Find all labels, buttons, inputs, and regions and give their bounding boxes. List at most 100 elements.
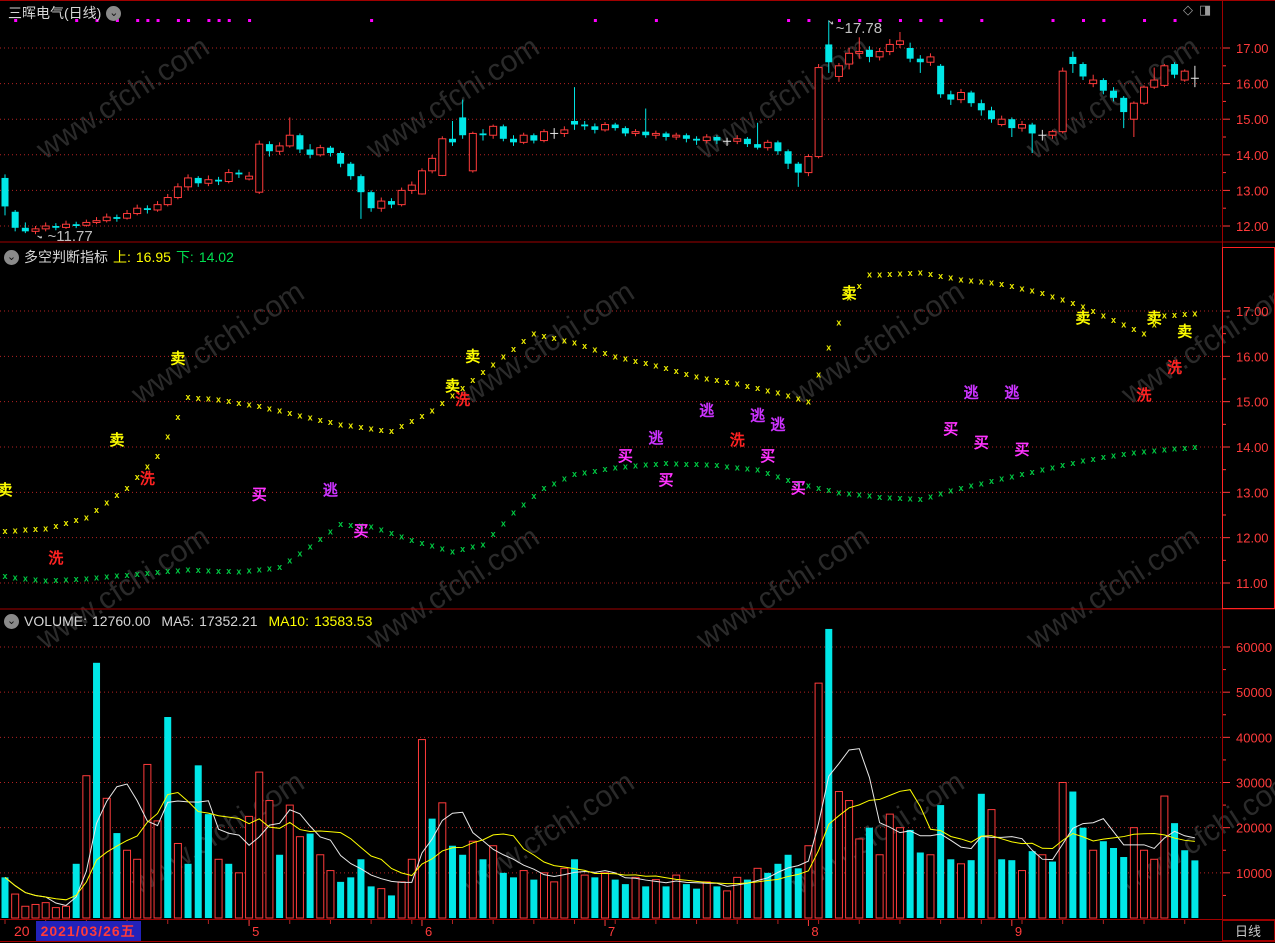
svg-text:x: x bbox=[23, 573, 28, 583]
marker-buy: 买 bbox=[760, 448, 775, 465]
selected-date-badge[interactable]: 2021/03/26五 bbox=[35, 920, 141, 941]
svg-text:x: x bbox=[2, 571, 7, 581]
svg-text:x: x bbox=[908, 494, 913, 504]
svg-text:x: x bbox=[267, 563, 272, 573]
axis-label: 30000 bbox=[1236, 776, 1272, 791]
svg-text:x: x bbox=[186, 564, 191, 574]
svg-text:x: x bbox=[542, 483, 547, 493]
svg-text:x: x bbox=[552, 478, 557, 488]
marker-wash: 洗 bbox=[730, 431, 745, 449]
svg-text:x: x bbox=[897, 493, 902, 503]
svg-text:x: x bbox=[399, 532, 404, 542]
svg-text:x: x bbox=[379, 525, 384, 535]
svg-text:x: x bbox=[389, 426, 394, 436]
svg-text:x: x bbox=[308, 413, 313, 423]
marker-flee: 逃 bbox=[648, 429, 663, 447]
svg-text:x: x bbox=[501, 351, 506, 361]
svg-text:x: x bbox=[684, 459, 689, 469]
svg-text:x: x bbox=[470, 375, 475, 385]
svg-text:x: x bbox=[613, 462, 618, 472]
svg-text:x: x bbox=[735, 462, 740, 472]
marker-sell: 卖 bbox=[170, 351, 185, 368]
svg-text:x: x bbox=[175, 565, 180, 575]
svg-text:x: x bbox=[806, 481, 811, 491]
axis-label: 50000 bbox=[1236, 685, 1272, 700]
svg-text:x: x bbox=[1182, 309, 1187, 319]
period-selector[interactable]: 日线 bbox=[1234, 924, 1261, 939]
diamond-icon[interactable]: ◇ bbox=[1183, 2, 1193, 17]
svg-text:x: x bbox=[196, 393, 201, 403]
split-view-icon[interactable]: ◨ bbox=[1199, 2, 1212, 17]
svg-text:x: x bbox=[511, 344, 516, 354]
svg-text:x: x bbox=[1060, 460, 1065, 470]
svg-text:x: x bbox=[1162, 311, 1167, 321]
marker-wash: 洗 bbox=[140, 470, 155, 488]
svg-text:x: x bbox=[725, 377, 730, 387]
timeline-left-label: 20 bbox=[14, 922, 30, 939]
grid-layer: 17.00 16.00 15.00 14.00 13.00 12.00 17.00 16.00… bbox=[0, 41, 1272, 896]
svg-text:x: x bbox=[287, 555, 292, 565]
axis-label: 12.00 bbox=[1236, 531, 1269, 546]
svg-text:www.cfchi.com: www.cfchi.com bbox=[125, 275, 310, 411]
svg-text:x: x bbox=[1081, 456, 1086, 466]
svg-text:x: x bbox=[867, 270, 872, 280]
svg-text:x: x bbox=[867, 491, 872, 501]
svg-text:x: x bbox=[562, 335, 567, 345]
svg-text:x: x bbox=[114, 571, 119, 581]
svg-text:x: x bbox=[84, 573, 89, 583]
svg-text:x: x bbox=[542, 331, 547, 341]
svg-text:x: x bbox=[338, 519, 343, 529]
svg-text:x: x bbox=[318, 534, 323, 544]
marker-wash: 洗 bbox=[1167, 359, 1182, 377]
svg-text:x: x bbox=[155, 567, 160, 577]
svg-text:x: x bbox=[33, 575, 38, 585]
month-label: 9 bbox=[1015, 924, 1022, 939]
svg-text:x: x bbox=[979, 277, 984, 287]
svg-text:x: x bbox=[1121, 320, 1126, 330]
marker-flee: 逃 bbox=[964, 384, 979, 402]
volume-label: VOLUME: bbox=[24, 613, 88, 629]
svg-text:x: x bbox=[1142, 329, 1147, 339]
svg-text:x: x bbox=[1131, 448, 1136, 458]
collapse-indicator-panel-button[interactable]: ⌄ bbox=[4, 249, 19, 265]
axis-label: 15.00 bbox=[1236, 395, 1269, 410]
svg-text:x: x bbox=[450, 546, 455, 556]
svg-text:x: x bbox=[592, 466, 597, 476]
svg-text:x: x bbox=[796, 478, 801, 488]
svg-text:x: x bbox=[369, 423, 374, 433]
svg-text:x: x bbox=[633, 461, 638, 471]
svg-text:x: x bbox=[755, 465, 760, 475]
svg-text:x: x bbox=[125, 483, 130, 493]
svg-text:x: x bbox=[338, 419, 343, 429]
volume-panel-header: ⌄ VOLUME: 12760.00 MA5: 17352.21 MA10: 1… bbox=[4, 613, 372, 629]
svg-text:x: x bbox=[135, 472, 140, 482]
svg-text:x: x bbox=[460, 544, 465, 554]
svg-text:x: x bbox=[623, 354, 628, 364]
month-label: 5 bbox=[252, 924, 259, 939]
axis-label: 13.00 bbox=[1236, 183, 1269, 198]
svg-text:x: x bbox=[786, 391, 791, 401]
svg-text:x: x bbox=[735, 379, 740, 389]
marker-flee: 逃 bbox=[1004, 384, 1019, 402]
svg-text:x: x bbox=[94, 573, 99, 583]
svg-text:x: x bbox=[521, 499, 526, 509]
svg-text:x: x bbox=[674, 458, 679, 468]
svg-text:x: x bbox=[745, 464, 750, 474]
svg-text:x: x bbox=[1091, 454, 1096, 464]
svg-text:x: x bbox=[674, 366, 679, 376]
svg-text:x: x bbox=[409, 535, 414, 545]
svg-text:x: x bbox=[1070, 458, 1075, 468]
marker-buy: 买 bbox=[659, 472, 674, 489]
svg-text:x: x bbox=[277, 562, 282, 572]
ma10-label: MA10: bbox=[268, 613, 309, 629]
axis-label: 14.00 bbox=[1236, 148, 1269, 163]
svg-text:x: x bbox=[125, 570, 130, 580]
marker-buy: 买 bbox=[353, 523, 368, 540]
collapse-price-panel-button[interactable]: ⌄ bbox=[106, 5, 122, 21]
ma5 bbox=[4, 748, 1195, 906]
collapse-volume-panel-button[interactable]: ⌄ bbox=[4, 613, 19, 629]
svg-text:x: x bbox=[745, 381, 750, 391]
svg-text:x: x bbox=[592, 345, 597, 355]
